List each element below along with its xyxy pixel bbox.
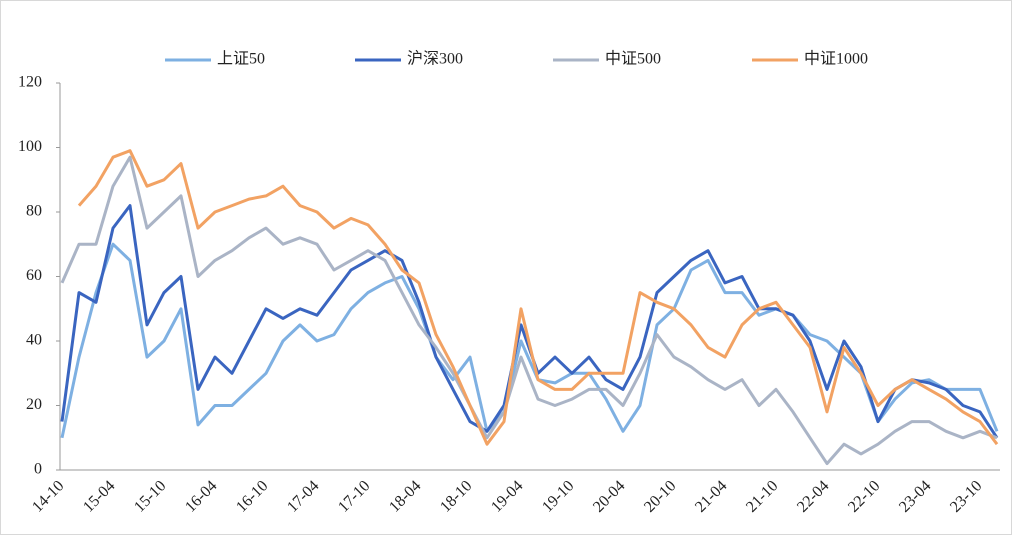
legend-label: 上证50 (217, 50, 265, 68)
y-tick-label: 20 (26, 396, 42, 413)
y-tick-label: 120 (18, 74, 42, 91)
y-tick-label: 0 (34, 461, 42, 478)
y-tick-label: 40 (26, 332, 42, 349)
legend-label: 中证500 (605, 50, 661, 68)
series-line (60, 155, 998, 466)
y-tick-label: 60 (26, 267, 42, 284)
y-tick-label: 100 (18, 138, 42, 155)
series-line (77, 149, 999, 446)
legend-label: 中证1000 (804, 50, 868, 68)
legend-label: 沪深300 (407, 50, 463, 68)
y-tick-label: 80 (26, 203, 42, 220)
